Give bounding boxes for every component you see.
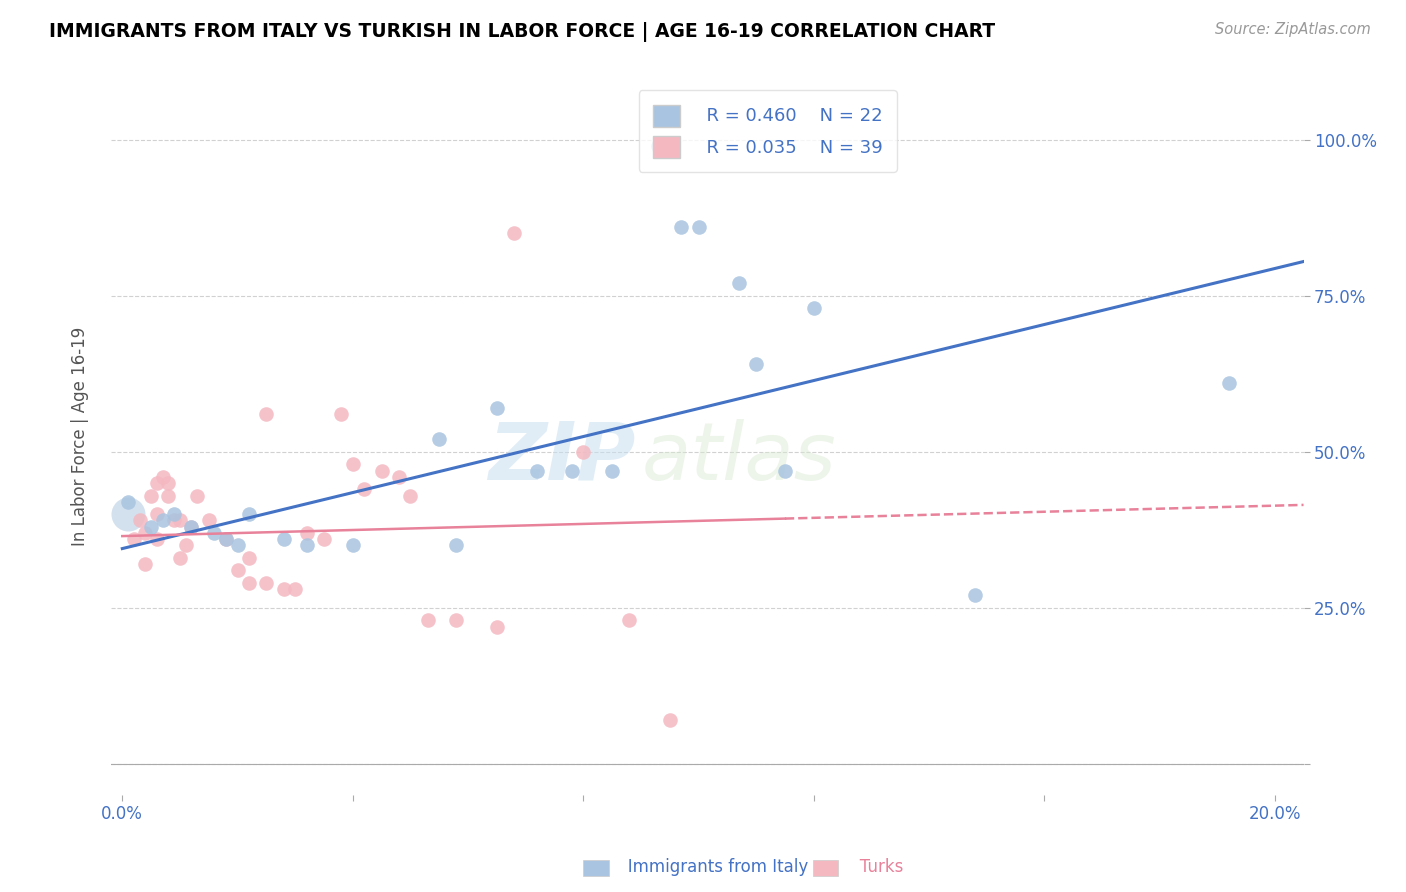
Point bbox=[117, 495, 139, 509]
Point bbox=[169, 514, 191, 528]
Point bbox=[388, 470, 411, 484]
Point bbox=[139, 520, 162, 534]
Point bbox=[157, 489, 180, 503]
Point bbox=[273, 582, 295, 596]
Point bbox=[370, 464, 392, 478]
Point bbox=[180, 520, 202, 534]
Point bbox=[647, 139, 669, 153]
Point bbox=[238, 575, 260, 590]
Point bbox=[134, 526, 156, 541]
Point bbox=[745, 358, 768, 372]
Point bbox=[965, 588, 987, 602]
Point bbox=[215, 533, 238, 547]
Point bbox=[134, 557, 156, 571]
Point bbox=[128, 514, 150, 528]
Point bbox=[254, 575, 277, 590]
Point bbox=[446, 613, 468, 627]
Point bbox=[727, 277, 749, 291]
Point bbox=[561, 464, 583, 478]
Point bbox=[526, 464, 548, 478]
Point bbox=[174, 538, 197, 552]
Point bbox=[180, 520, 202, 534]
Legend:   R = 0.460    N = 22,   R = 0.035    N = 39: R = 0.460 N = 22, R = 0.035 N = 39 bbox=[638, 90, 897, 172]
Point bbox=[803, 301, 825, 316]
Point bbox=[619, 613, 641, 627]
Text: ZIP: ZIP bbox=[488, 418, 636, 497]
Point bbox=[658, 713, 681, 727]
Point bbox=[254, 408, 277, 422]
Point bbox=[572, 445, 595, 459]
Point bbox=[485, 401, 508, 416]
Point bbox=[197, 514, 219, 528]
Point bbox=[163, 514, 186, 528]
Point bbox=[139, 489, 162, 503]
Y-axis label: In Labor Force | Age 16-19: In Labor Force | Age 16-19 bbox=[72, 326, 89, 546]
Point bbox=[284, 582, 307, 596]
Point bbox=[146, 476, 169, 491]
Point bbox=[342, 458, 364, 472]
Point bbox=[446, 538, 468, 552]
Point bbox=[295, 526, 318, 541]
Point bbox=[152, 470, 174, 484]
Point bbox=[163, 508, 186, 522]
Point bbox=[169, 550, 191, 565]
Point bbox=[122, 533, 145, 547]
Point bbox=[485, 619, 508, 633]
Point bbox=[226, 563, 249, 577]
Point bbox=[146, 533, 169, 547]
Text: atlas: atlas bbox=[641, 418, 837, 497]
Point bbox=[152, 514, 174, 528]
Point bbox=[117, 508, 139, 522]
Point bbox=[416, 613, 439, 627]
Text: Immigrants from Italy: Immigrants from Italy bbox=[591, 858, 808, 876]
Point bbox=[671, 220, 693, 235]
Point bbox=[238, 550, 260, 565]
Point bbox=[204, 526, 226, 541]
Point bbox=[238, 508, 260, 522]
Text: Turks: Turks bbox=[823, 858, 903, 876]
Point bbox=[226, 538, 249, 552]
Point bbox=[295, 538, 318, 552]
Point bbox=[1218, 376, 1240, 391]
Text: IMMIGRANTS FROM ITALY VS TURKISH IN LABOR FORCE | AGE 16-19 CORRELATION CHART: IMMIGRANTS FROM ITALY VS TURKISH IN LABO… bbox=[49, 22, 995, 42]
Point bbox=[503, 227, 526, 241]
Text: Source: ZipAtlas.com: Source: ZipAtlas.com bbox=[1215, 22, 1371, 37]
Point bbox=[215, 533, 238, 547]
Point bbox=[688, 220, 710, 235]
Point bbox=[157, 476, 180, 491]
Point bbox=[273, 533, 295, 547]
Point bbox=[330, 408, 353, 422]
Point bbox=[146, 508, 169, 522]
Point bbox=[186, 489, 208, 503]
Point bbox=[342, 538, 364, 552]
Point bbox=[353, 483, 375, 497]
Point bbox=[399, 489, 422, 503]
Point bbox=[312, 533, 335, 547]
Point bbox=[773, 464, 796, 478]
Point bbox=[427, 433, 450, 447]
Point bbox=[600, 464, 623, 478]
